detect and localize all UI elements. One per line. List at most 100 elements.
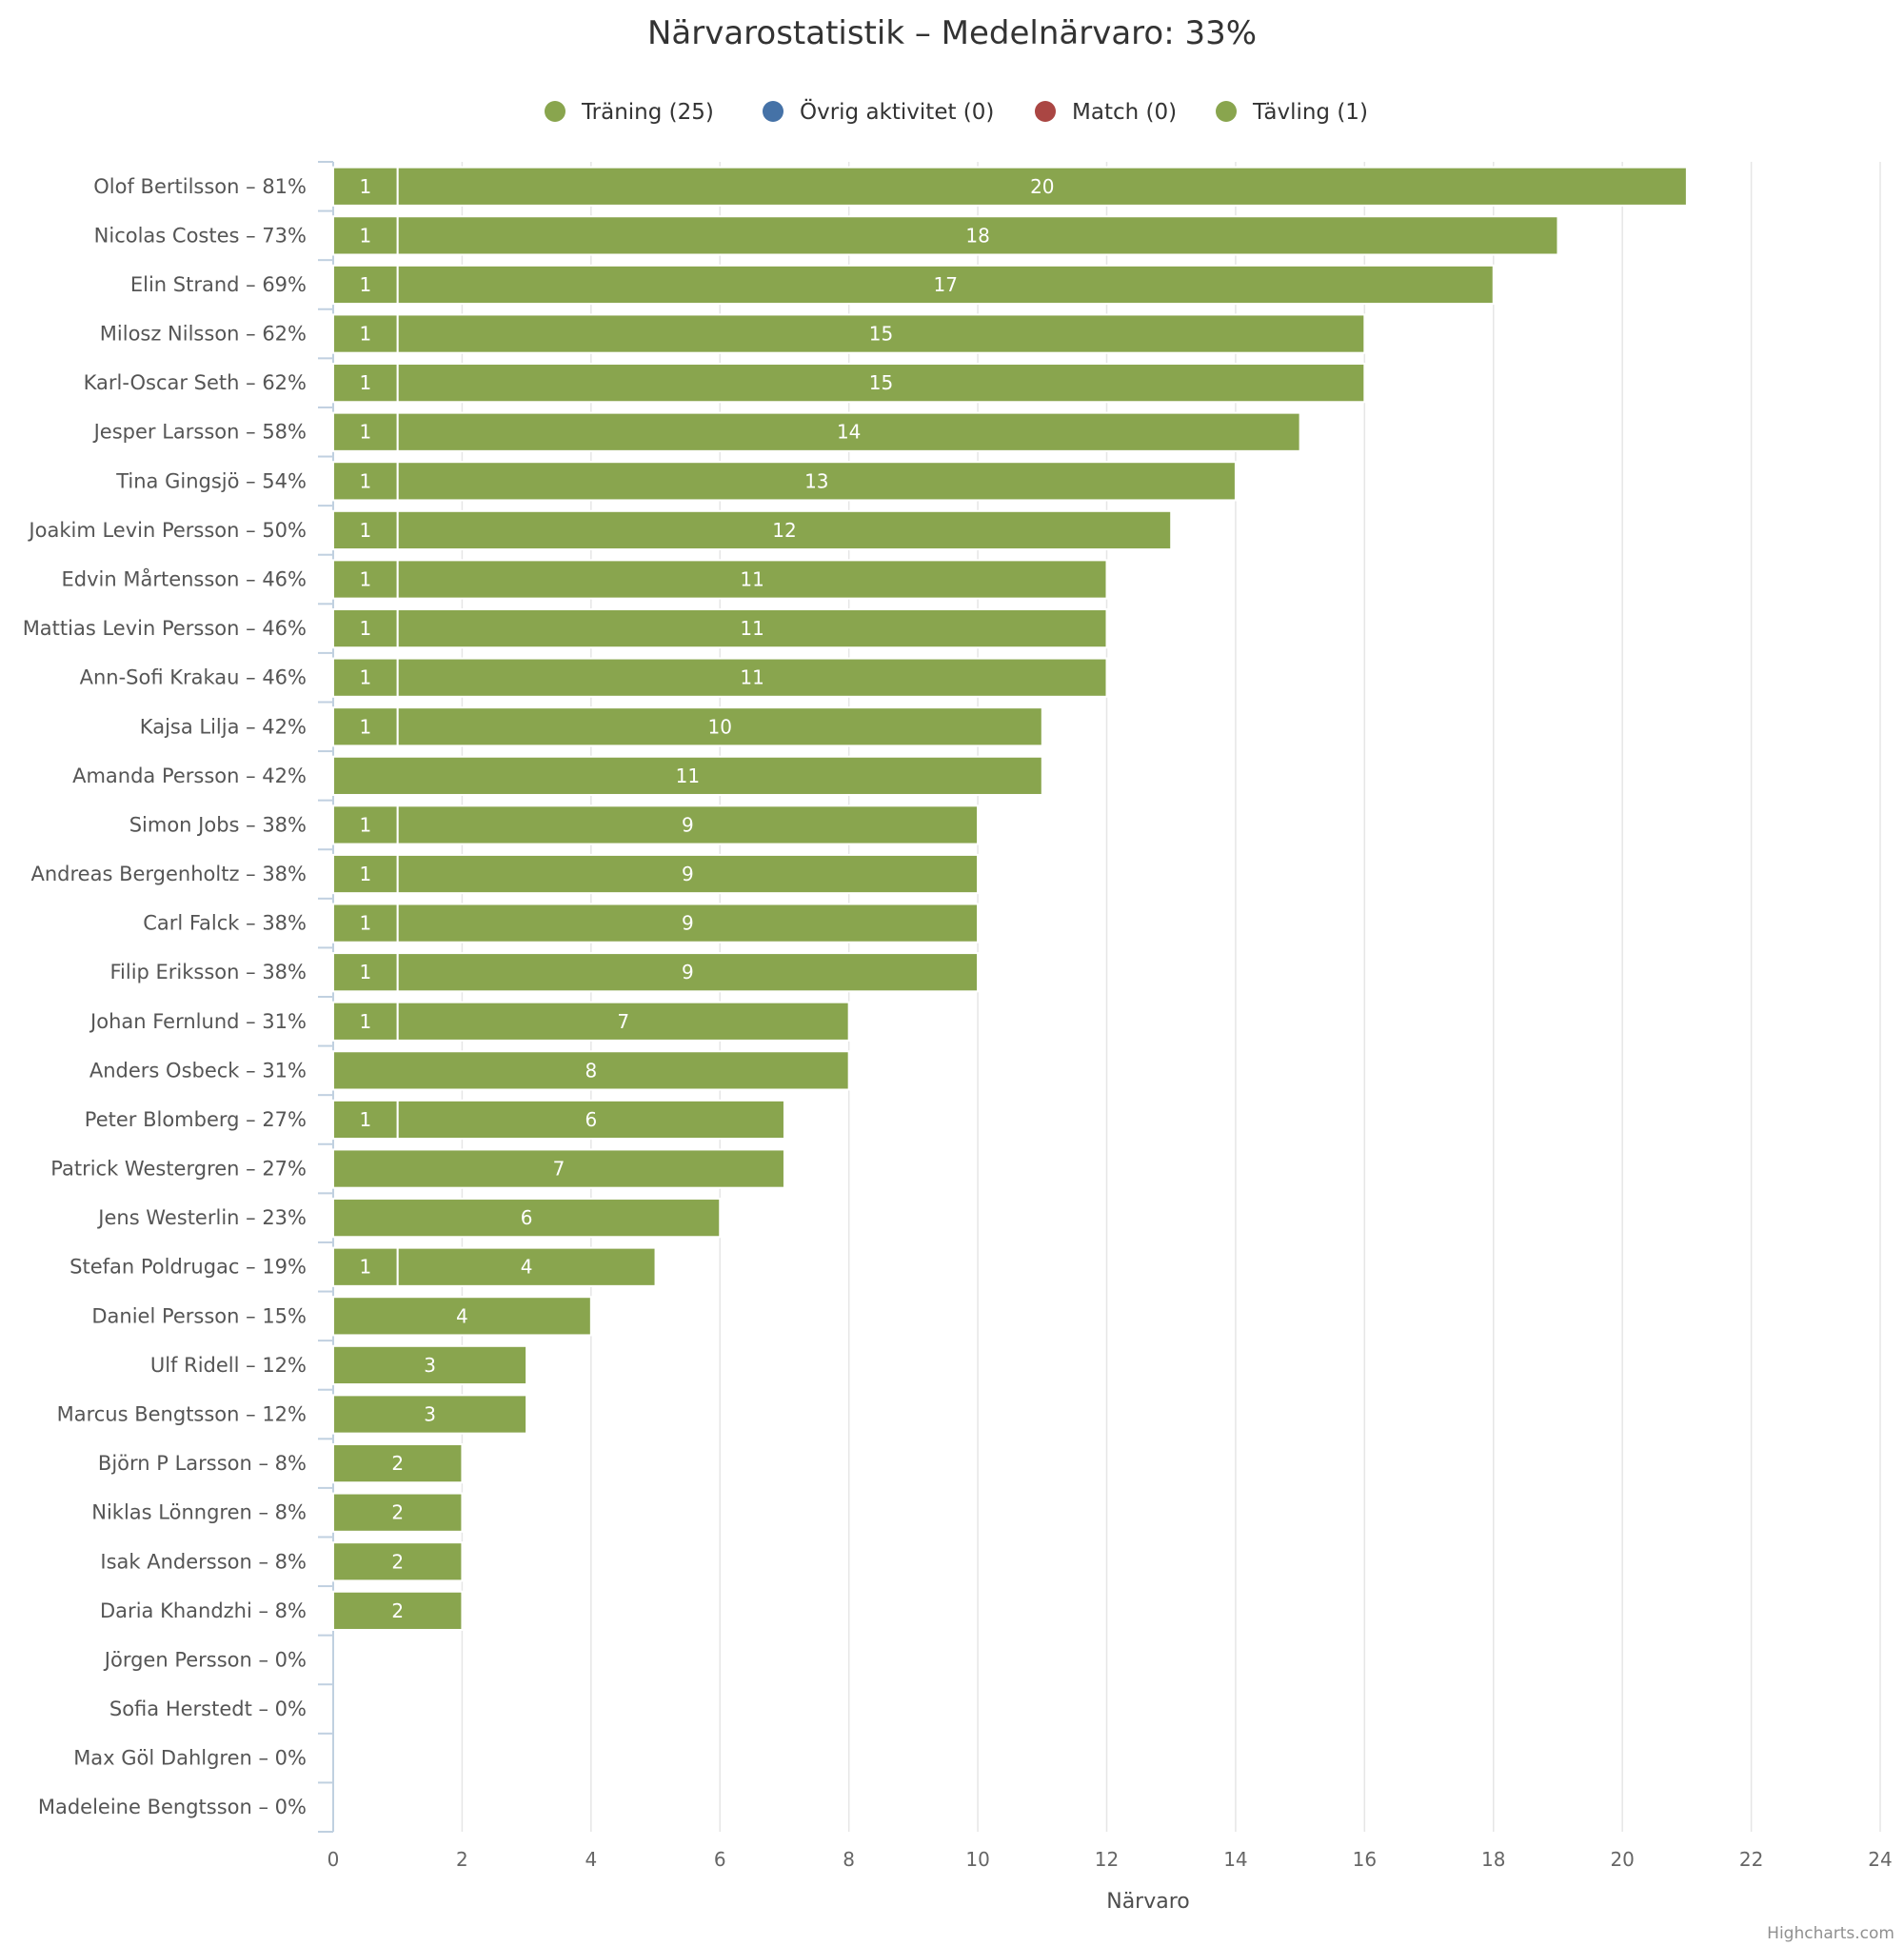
bar-data-label: 1 (359, 617, 371, 640)
bar-data-label: 1 (359, 519, 371, 542)
category-label: Kajsa Lilja – 42% (140, 715, 307, 738)
legend-item: Övrig aktivitet (0) (800, 98, 994, 125)
traning-bar (332, 1296, 592, 1337)
category-label: Edvin Mårtensson – 46% (62, 567, 307, 591)
bar-data-label: 1 (359, 371, 371, 394)
x-tick-label: 14 (1223, 1848, 1247, 1871)
bar-data-label: 1 (359, 1010, 371, 1033)
traning-bar (396, 952, 980, 993)
category-label: Johan Fernlund – 31% (89, 1010, 307, 1033)
bar-data-label: 9 (682, 863, 694, 885)
bar-data-label: 1 (359, 224, 371, 247)
x-tick-label: 20 (1610, 1848, 1634, 1871)
category-label: Elin Strand – 69% (130, 273, 307, 296)
category-label: Jesper Larsson – 58% (92, 421, 307, 444)
bar-data-label: 1 (359, 961, 371, 983)
bar-data-label: 9 (682, 912, 694, 935)
bar-data-label: 2 (391, 1550, 404, 1573)
bar-data-label: 4 (521, 1256, 533, 1279)
traning-bar (396, 559, 1108, 600)
bar-data-label: 20 (1030, 175, 1054, 198)
category-label: Tina Gingsjö – 54% (115, 469, 307, 492)
x-tick-label: 0 (327, 1848, 340, 1871)
legend-marker-icon (763, 101, 783, 122)
bar-data-label: 2 (391, 1452, 404, 1475)
category-label: Madeleine Bengtsson – 0% (38, 1796, 307, 1818)
category-label: Peter Blomberg – 27% (85, 1108, 307, 1131)
category-label: Marcus Bengtsson – 12% (57, 1403, 307, 1426)
traning-bar (396, 1099, 785, 1141)
tavling-bar (332, 1099, 399, 1141)
traning-bar (332, 1394, 528, 1435)
tavling-bar (332, 657, 399, 698)
legend-marker-icon (1216, 101, 1237, 122)
category-label: Max Göl Dahlgren – 0% (73, 1747, 307, 1770)
traning-bar (332, 1050, 850, 1091)
traning-bar (396, 166, 1688, 207)
x-tick-label: 6 (714, 1848, 726, 1871)
bar-data-label: 17 (934, 273, 958, 296)
traning-bar (396, 1246, 657, 1287)
tavling-bar (332, 313, 399, 354)
bar-data-label: 6 (585, 1108, 597, 1131)
x-tick-label: 4 (585, 1848, 597, 1871)
tavling-bar (332, 706, 399, 747)
traning-bar (332, 1492, 464, 1533)
bar-data-label: 3 (424, 1403, 436, 1426)
category-label: Niklas Lönngren – 8% (91, 1501, 307, 1524)
bar-data-label: 1 (359, 469, 371, 492)
bar-data-label: 1 (359, 863, 371, 885)
x-tick-label: 24 (1868, 1848, 1892, 1871)
bar-data-label: 12 (772, 519, 796, 542)
x-tick-label: 10 (965, 1848, 989, 1871)
legend-item: Tävling (1) (1252, 100, 1368, 125)
bar-data-label: 2 (391, 1599, 404, 1622)
bar-data-label: 1 (359, 273, 371, 296)
bar-data-label: 6 (521, 1206, 533, 1229)
x-axis-ticks: 0 2 4 6 8 10 12 14 16 18 20 22 24 (327, 1848, 1893, 1871)
traning-bar (396, 264, 1495, 306)
bar-data-label: 1 (359, 715, 371, 738)
category-label: Ulf Ridell – 12% (150, 1354, 307, 1377)
bar-data-label: 1 (359, 912, 371, 935)
category-label: Filip Eriksson – 38% (109, 961, 307, 983)
traning-bar (396, 363, 1366, 404)
tavling-bar (332, 363, 399, 404)
category-label: Sofia Herstedt – 0% (109, 1698, 307, 1720)
traning-bar (396, 461, 1237, 502)
credits-link[interactable]: Highcharts.com (1767, 1924, 1894, 1943)
traning-bar (396, 1001, 850, 1042)
chart-title: Närvarostatistik – Medelnärvaro: 33% (647, 14, 1257, 52)
bar-data-label: 1 (359, 421, 371, 444)
x-tick-label: 16 (1353, 1848, 1377, 1871)
traning-bar (396, 411, 1301, 452)
category-label: Karl-Oscar Seth – 62% (84, 371, 307, 394)
legend-item: Träning (25) (581, 100, 714, 125)
bar-data-label: 1 (359, 175, 371, 198)
category-label: Amanda Persson – 42% (72, 764, 307, 787)
category-label: Simon Jobs – 38% (129, 813, 307, 836)
category-label: Ann-Sofi Krakau – 46% (80, 666, 307, 689)
category-label: Jens Westerlin – 23% (96, 1206, 307, 1229)
bar-data-label: 13 (804, 469, 828, 492)
tavling-bar (332, 1001, 399, 1042)
traning-bar (332, 755, 1043, 796)
category-label: Patrick Westergren – 27% (50, 1158, 307, 1181)
bar-data-label: 14 (837, 421, 861, 444)
traning-bar (332, 1541, 464, 1582)
tavling-bar (332, 559, 399, 600)
tavling-bar (332, 166, 399, 207)
legend-item: Match (0) (1072, 100, 1177, 125)
category-label: Daniel Persson – 15% (91, 1304, 307, 1327)
traning-bar (332, 1590, 464, 1631)
bar-data-label: 11 (740, 568, 764, 591)
bar-data-label: 11 (740, 617, 764, 640)
traning-bar (332, 1148, 785, 1189)
bar-data-label: 7 (553, 1158, 565, 1181)
traning-bar (396, 903, 980, 943)
bar-data-label: 9 (682, 813, 694, 836)
category-label: Daria Khandzhi – 8% (100, 1599, 307, 1622)
bar-data-label: 15 (869, 323, 893, 346)
bar-data-label: 1 (359, 1256, 371, 1279)
